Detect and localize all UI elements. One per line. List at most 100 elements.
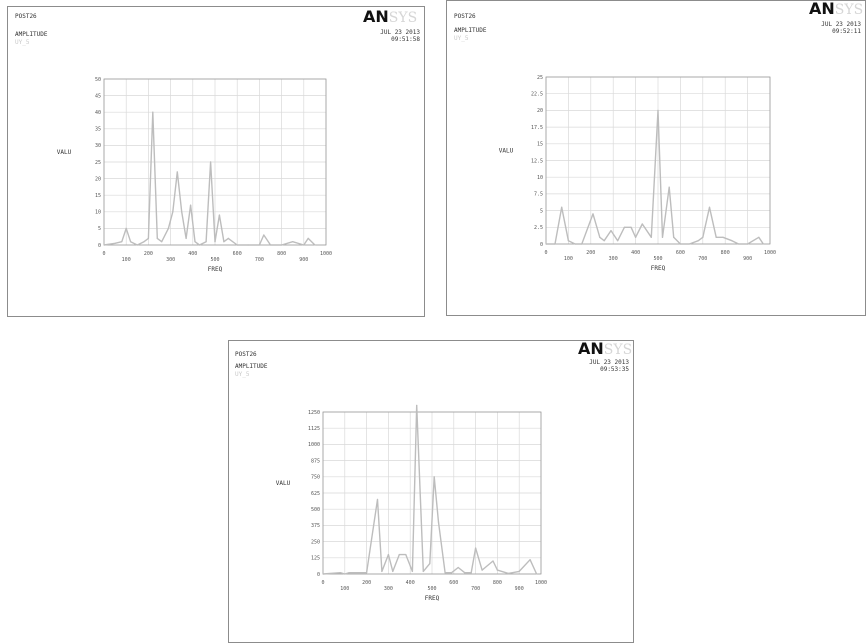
chart-svg-2: 0 100 200 300 400 500 600 700 800 900 1000 0 2.5 5 7.5…	[499, 75, 776, 272]
data-point	[205, 241, 207, 243]
data-point	[599, 236, 601, 238]
data-point	[429, 563, 431, 565]
y-tick-label: 25	[537, 75, 543, 81]
y-tick-label: 2.5	[534, 225, 543, 231]
x-tick-label: 800	[493, 580, 502, 586]
post-title: POST26	[454, 13, 476, 20]
data-point	[161, 241, 163, 243]
data-point	[344, 573, 346, 575]
data-point	[281, 244, 283, 246]
data-point	[492, 560, 494, 562]
data-point	[405, 553, 407, 556]
data-point	[657, 109, 659, 111]
ansys-logo: ANSYS	[363, 7, 418, 26]
data-point	[762, 243, 764, 245]
data-point	[630, 226, 632, 228]
data-point	[702, 236, 704, 238]
data-point	[236, 244, 238, 246]
data-point	[172, 211, 174, 213]
x-tick-label: 800	[277, 251, 286, 257]
y-tick-label: 22.5	[531, 92, 543, 98]
data-point	[641, 223, 643, 225]
data-point	[708, 206, 711, 208]
x-tick-label: 100	[340, 586, 349, 592]
y-tick-label: 10	[95, 210, 101, 216]
data-point	[444, 572, 446, 574]
x-tick-label: 400	[188, 251, 197, 257]
data-point	[451, 572, 453, 574]
x-tick-label: 0	[544, 250, 547, 256]
data-point	[348, 572, 350, 574]
data-point	[470, 572, 472, 574]
data-point	[130, 241, 132, 243]
amplitude-subtitle: AMPLITUDE	[235, 363, 268, 370]
x-tick-label: 1000	[764, 250, 776, 256]
chart-panel-2: POST26 AMPLITUDE UY_5 ANSYS JUL 23 2013 …	[446, 0, 866, 316]
y-tick-label: 0	[98, 243, 101, 249]
x-axis-label: FREQ	[208, 266, 223, 273]
data-point	[554, 243, 556, 245]
x-axis-label: FREQ	[425, 595, 440, 602]
data-point	[322, 573, 324, 575]
data-point	[731, 240, 733, 242]
data-point	[536, 573, 538, 575]
x-tick-label: 400	[631, 250, 640, 256]
y-tick-label: 625	[311, 491, 320, 497]
data-point	[247, 244, 249, 246]
x-tick-label: 900	[299, 257, 308, 263]
variable-label: UY_5	[235, 371, 250, 378]
data-point	[381, 570, 383, 573]
data-point	[668, 186, 670, 188]
data-point	[307, 237, 309, 239]
data-point	[227, 237, 229, 239]
data-point	[416, 404, 418, 407]
y-tick-label: 15	[537, 142, 543, 148]
data-point	[697, 240, 699, 242]
x-tick-label: 900	[743, 256, 752, 262]
timestamp: JUL 23 2013 09:53:35	[589, 359, 629, 373]
ansys-logo: ANSYS	[578, 339, 633, 358]
x-tick-label: 300	[166, 257, 175, 263]
data-point	[475, 547, 477, 549]
y-tick-label: 0	[540, 242, 543, 248]
data-point	[314, 244, 316, 246]
y-tick-label: 45	[95, 93, 101, 99]
amplitude-subtitle: AMPLITUDE	[454, 27, 487, 34]
y-tick-label: 15	[95, 193, 101, 199]
x-tick-label: 500	[427, 586, 436, 592]
x-tick-label: 900	[515, 586, 524, 592]
data-point	[303, 244, 305, 246]
date-label: JUL 23 2013	[821, 21, 861, 28]
y-tick-label: 5	[98, 226, 101, 232]
data-point	[635, 236, 637, 238]
amplitude-subtitle: AMPLITUDE	[15, 31, 48, 38]
data-point	[147, 237, 149, 239]
data-point	[209, 161, 212, 163]
y-axis-label: VALU	[499, 148, 514, 155]
x-tick-label: 700	[255, 257, 264, 263]
data-point	[610, 230, 612, 232]
time-label: 09:53:35	[600, 366, 629, 374]
data-point	[592, 213, 594, 215]
data-point	[715, 236, 717, 238]
y-tick-label: 750	[311, 475, 320, 481]
data-point	[574, 243, 576, 245]
data-point	[433, 476, 435, 478]
date-label: JUL 23 2013	[380, 29, 420, 36]
time-label: 09:52:11	[832, 28, 861, 36]
series-line	[546, 109, 764, 245]
y-tick-label: 250	[311, 539, 320, 545]
x-tick-label: 100	[122, 257, 131, 263]
x-tick-label: 500	[653, 256, 662, 262]
x-tick-label: 400	[406, 580, 415, 586]
data-point	[143, 241, 145, 243]
data-point	[679, 243, 681, 245]
data-point	[392, 570, 394, 573]
y-tick-label: 30	[95, 143, 101, 149]
y-tick-label: 20	[95, 176, 101, 182]
chart-panel-3: POST26 AMPLITUDE UY_5 ANSYS JUL 23 2013 …	[228, 340, 634, 643]
y-tick-label: 0	[317, 572, 320, 578]
x-tick-label: 200	[586, 250, 595, 256]
time-label: 09:51:58	[391, 36, 420, 44]
data-point	[263, 234, 265, 236]
